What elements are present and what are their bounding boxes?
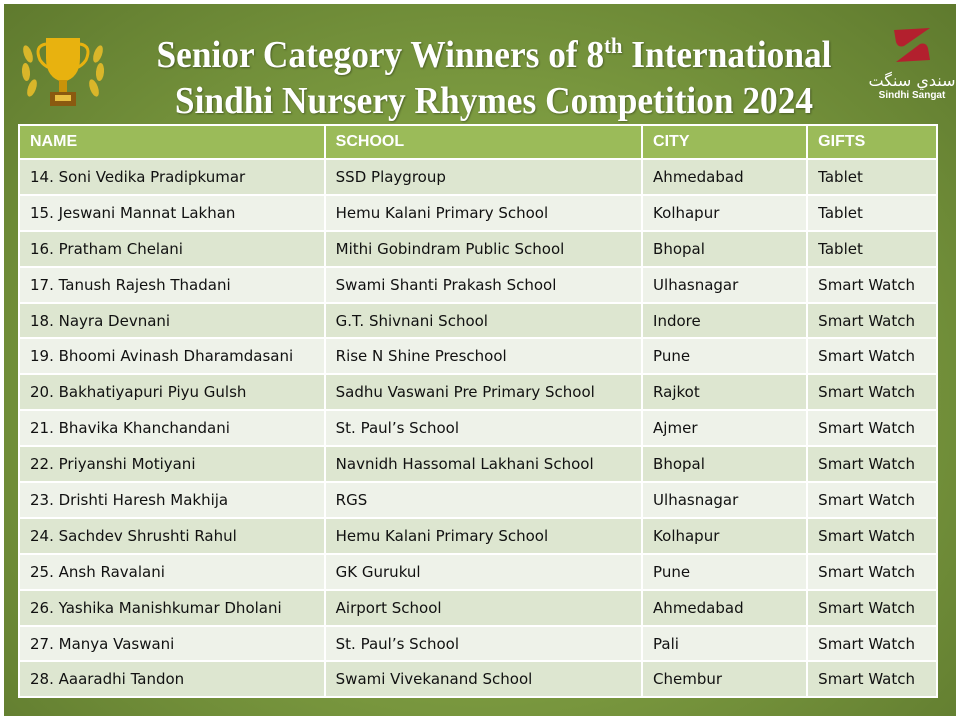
cell-school: Swami Vivekanand School xyxy=(323,660,644,699)
page-title: Senior Category Winners of 8th Internati… xyxy=(131,32,856,124)
winners-table: NAME SCHOOL CITY GIFTS 14. Soni Vedika P… xyxy=(18,124,938,699)
table-row: 20. Bakhatiyapuri Piyu Gulsh Sadhu Vaswan… xyxy=(18,373,938,412)
cell-city: Kolhapur xyxy=(641,193,809,232)
table-row: 15. Jeswani Mannat Lakhan Hemu Kalani Pri… xyxy=(18,193,938,232)
logo-name: Sindhi Sangat xyxy=(878,90,946,101)
cell-name: 18. Nayra Devnani xyxy=(18,301,326,340)
cell-school: RGS xyxy=(323,481,644,519)
trophy-icon xyxy=(21,38,105,106)
cell-name: 15. Jeswani Mannat Lakhan xyxy=(18,193,326,232)
table-row: 26. Yashika Manishkumar Dholani Airport S… xyxy=(18,588,938,627)
table-row: 22. Priyanshi Motiyani Navnidh Hassomal L… xyxy=(18,445,938,484)
cell-school: SSD Playgroup xyxy=(323,158,644,196)
cell-gift: Smart Watch xyxy=(806,373,938,412)
cell-gift: Smart Watch xyxy=(806,588,938,627)
cell-school: St. Paul’s School xyxy=(323,409,644,448)
header-gifts: GIFTS xyxy=(806,124,938,160)
cell-school: St. Paul’s School xyxy=(323,624,644,663)
cell-gift: Smart Watch xyxy=(806,624,938,663)
cell-school: G.T. Shivnani School xyxy=(323,301,644,340)
cell-gift: Smart Watch xyxy=(806,265,938,304)
cell-gift: Tablet xyxy=(806,158,938,196)
cell-city: Pune xyxy=(641,337,809,376)
header-city: CITY xyxy=(641,124,809,160)
cell-city: Pali xyxy=(641,624,809,663)
cell-gift: Smart Watch xyxy=(806,337,938,376)
cell-school: Hemu Kalani Primary School xyxy=(323,516,644,555)
cell-gift: Smart Watch xyxy=(806,445,938,484)
header-school: SCHOOL xyxy=(323,124,644,160)
cell-school: Rise N Shine Preschool xyxy=(323,337,644,376)
table-row: 14. Soni Vedika Pradipkumar SSD Playgroup… xyxy=(18,158,938,196)
cell-city: Ahmedabad xyxy=(641,158,809,196)
cell-name: 28. Aaaradhi Tandon xyxy=(18,660,326,699)
cell-city: Ulhasnagar xyxy=(641,481,809,519)
logo-urdu-text: سندي سنگت xyxy=(868,71,956,90)
cell-city: Ahmedabad xyxy=(641,588,809,627)
title-line1-end: International xyxy=(622,34,832,76)
cell-school: Hemu Kalani Primary School xyxy=(323,193,644,232)
cell-name: 22. Priyanshi Motiyani xyxy=(18,445,326,484)
cell-city: Kolhapur xyxy=(641,516,809,555)
cell-school: Mithi Gobindram Public School xyxy=(323,229,644,268)
table-row: 28. Aaaradhi Tandon Swami Vivekanand Scho… xyxy=(18,660,938,699)
cell-school: Swami Shanti Prakash School xyxy=(323,265,644,304)
cell-gift: Smart Watch xyxy=(806,660,938,699)
cell-name: 16. Pratham Chelani xyxy=(18,229,326,268)
cell-gift: Smart Watch xyxy=(806,301,938,340)
table-row: 21. Bhavika Khanchandani St. Paul’s Schoo… xyxy=(18,409,938,448)
table-row: 19. Bhoomi Avinash Dharamdasani Rise N Sh… xyxy=(18,337,938,376)
cell-city: Bhopal xyxy=(641,229,809,268)
cell-name: 17. Tanush Rajesh Thadani xyxy=(18,265,326,304)
cell-city: Rajkot xyxy=(641,373,809,412)
cell-name: 19. Bhoomi Avinash Dharamdasani xyxy=(18,337,326,376)
cell-school: Sadhu Vaswani Pre Primary School xyxy=(323,373,644,412)
cell-name: 20. Bakhatiyapuri Piyu Gulsh xyxy=(18,373,326,412)
cell-city: Ulhasnagar xyxy=(641,265,809,304)
cell-city: Bhopal xyxy=(641,445,809,484)
cell-name: 14. Soni Vedika Pradipkumar xyxy=(18,158,326,196)
cell-school: GK Gurukul xyxy=(323,552,644,591)
table-header-row: NAME SCHOOL CITY GIFTS xyxy=(18,124,938,160)
cell-name: 27. Manya Vaswani xyxy=(18,624,326,663)
table-row: 23. Drishti Haresh Makhija RGS Ulhasnagar S… xyxy=(18,481,938,519)
cell-gift: Smart Watch xyxy=(806,409,938,448)
title-line2: Sindhi Nursery Rhymes Competition 2024 xyxy=(174,80,814,122)
cell-gift: Smart Watch xyxy=(806,481,938,519)
sindhi-sangat-logo: سندي سنگت Sindhi Sangat xyxy=(866,26,958,106)
cell-name: 26. Yashika Manishkumar Dholani xyxy=(18,588,326,627)
cell-city: Ajmer xyxy=(641,409,809,448)
cell-gift: Tablet xyxy=(806,229,938,268)
cell-name: 23. Drishti Haresh Makhija xyxy=(18,481,326,519)
cell-city: Indore xyxy=(641,301,809,340)
table-row: 16. Pratham Chelani Mithi Gobindram Publi… xyxy=(18,229,938,268)
table-row: 18. Nayra Devnani G.T. Shivnani School Ind… xyxy=(18,301,938,340)
cell-name: 24. Sachdev Shrushti Rahul xyxy=(18,516,326,555)
title-line1: Senior Category Winners of 8 xyxy=(156,34,605,76)
cell-school: Airport School xyxy=(323,588,644,627)
cell-school: Navnidh Hassomal Lakhani School xyxy=(323,445,644,484)
table-row: 27. Manya Vaswani St. Paul’s School Pali Sm… xyxy=(18,624,938,663)
cell-gift: Smart Watch xyxy=(806,552,938,591)
cell-name: 21. Bhavika Khanchandani xyxy=(18,409,326,448)
title-superscript: th xyxy=(604,33,623,58)
cell-gift: Smart Watch xyxy=(806,516,938,555)
cell-city: Pune xyxy=(641,552,809,591)
cell-city: Chembur xyxy=(641,660,809,699)
table-row: 24. Sachdev Shrushti Rahul Hemu Kalani Pr… xyxy=(18,516,938,555)
table-row: 25. Ansh Ravalani GK Gurukul Pune Smart Wat… xyxy=(18,552,938,591)
cell-gift: Tablet xyxy=(806,193,938,232)
table-row: 17. Tanush Rajesh Thadani Swami Shanti Pr… xyxy=(18,265,938,304)
header-name: NAME xyxy=(18,124,326,160)
logo-mark-icon xyxy=(894,28,930,62)
cell-name: 25. Ansh Ravalani xyxy=(18,552,326,591)
